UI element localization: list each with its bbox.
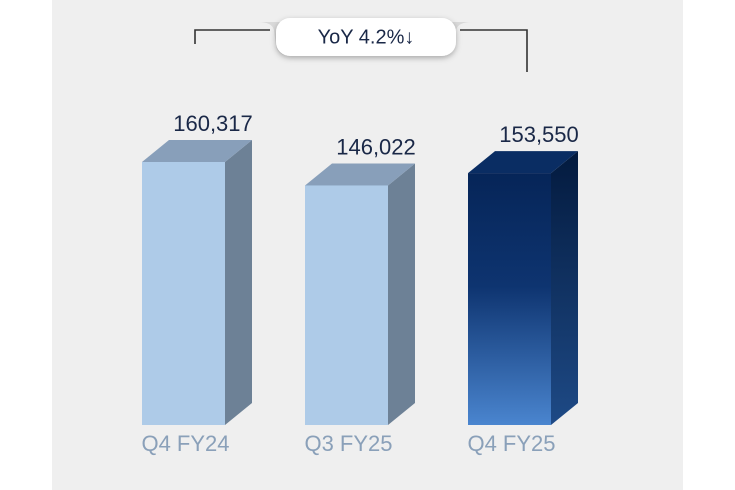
value-label: 160,317 [173, 111, 253, 136]
x-tick-label: Q3 FY25 [304, 431, 392, 456]
bar-side [551, 151, 578, 425]
bar [142, 162, 225, 425]
annotation: YoY 4.2%↓ [318, 26, 415, 48]
value-label: 146,022 [336, 134, 416, 159]
bar [305, 185, 388, 425]
badge [276, 18, 456, 56]
bracket [194, 29, 528, 72]
x-tick-label: Q4 FY24 [141, 431, 229, 456]
bar-side [388, 163, 415, 426]
x-tick-label: Q4 FY25 [467, 431, 555, 456]
bar-side [225, 140, 252, 425]
bar-top [305, 163, 415, 186]
bars: 160,317 Q4 FY24 146,022 Q3 FY25 153,550 Q4 FY… [141, 111, 578, 456]
bar-top [142, 140, 252, 162]
bar-top [468, 151, 578, 174]
bar [468, 173, 551, 425]
value-label: 153,550 [499, 122, 579, 147]
